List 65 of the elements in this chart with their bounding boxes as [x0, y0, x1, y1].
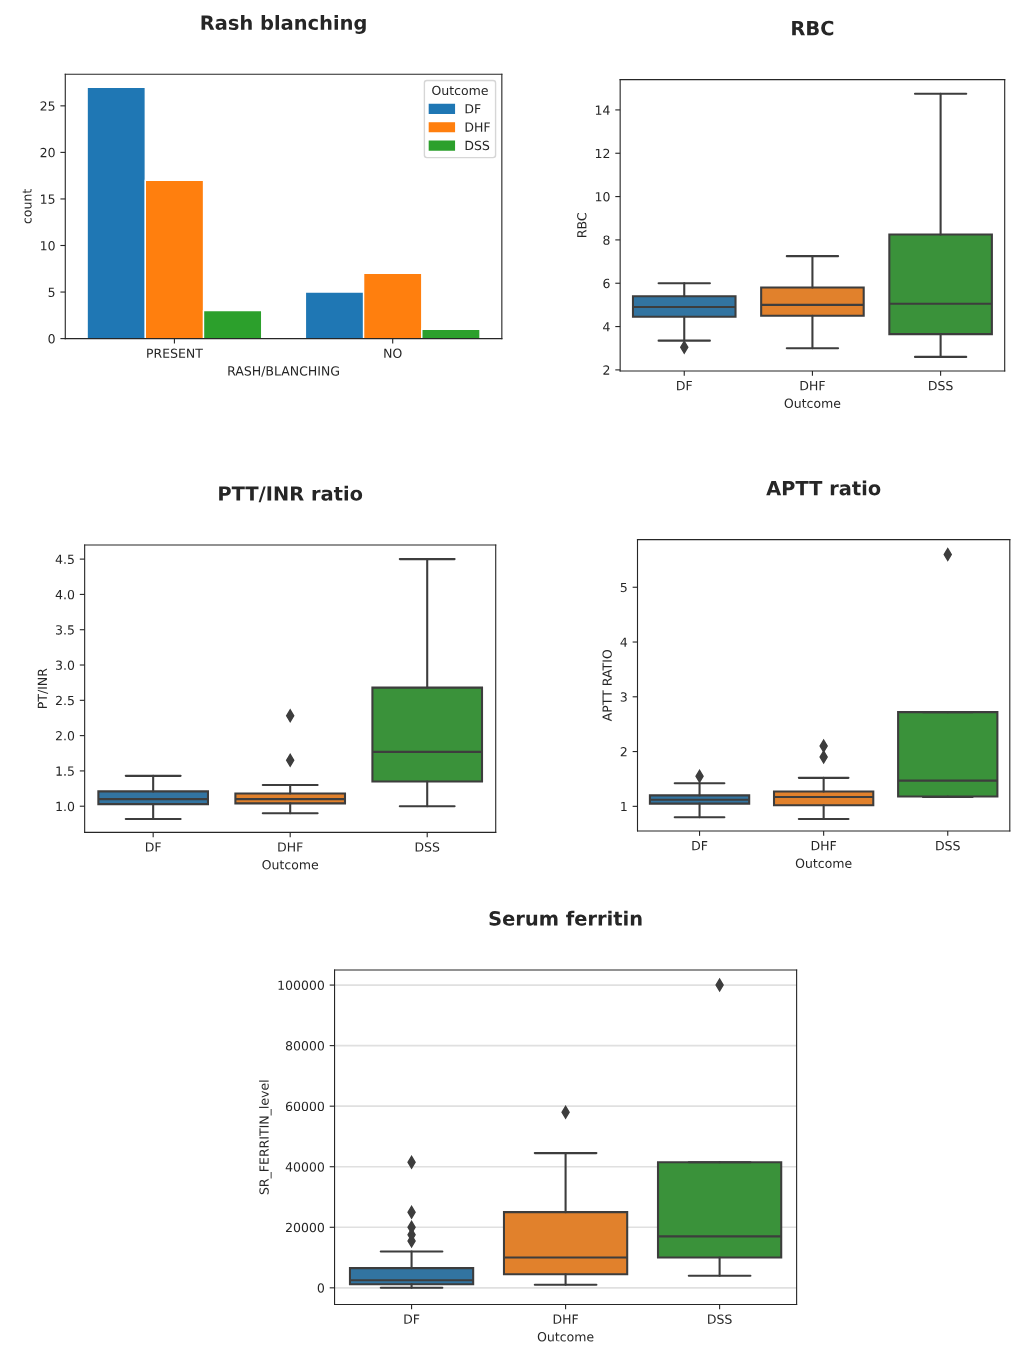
x-tick-label: DSS: [415, 842, 440, 852]
y-tick-label: 2.0: [55, 731, 75, 741]
x-tick-label: DSS: [708, 1314, 732, 1324]
y-tick-label: 6: [603, 278, 610, 289]
y-axis-title: RBC: [577, 213, 587, 237]
chart-title: RBC: [792, 20, 834, 36]
x-axis-title: Outcome: [262, 859, 319, 870]
y-tick-label: 3: [620, 692, 627, 702]
y-tick-label: 0: [48, 334, 55, 344]
chart-title: APTT ratio: [766, 480, 881, 496]
y-tick-label: 10: [41, 240, 55, 251]
x-tick-label: DSS: [929, 380, 953, 391]
legend-title: Outcome: [432, 85, 488, 96]
y-axis-title: APTT RATIO: [602, 649, 612, 722]
y-tick-label: 4: [620, 637, 628, 647]
y-tick-label: 25: [40, 101, 55, 111]
chart-title: Rash blanching: [201, 14, 366, 34]
y-tick-label: 60000: [285, 1101, 325, 1112]
y-tick-label: 8: [603, 235, 610, 245]
x-axis-title: RASH/BLANCHING: [228, 366, 339, 377]
y-tick-label: 2: [620, 747, 627, 757]
y-tick-label: 2: [603, 365, 610, 375]
y-tick-label: 5: [48, 287, 55, 297]
x-tick-label: DF: [677, 381, 692, 391]
x-tick-label: DHF: [278, 842, 303, 852]
y-tick-label: 80000: [285, 1041, 325, 1051]
x-tick-label: DHF: [553, 1314, 578, 1324]
y-tick-label: 10: [595, 192, 610, 202]
y-tick-label: 40000: [285, 1162, 325, 1172]
y-tick-label: 20: [40, 147, 55, 158]
y-tick-label: 100000: [278, 980, 325, 990]
y-tick-label: 4.5: [55, 554, 74, 565]
y-axis-title: count: [22, 189, 32, 224]
y-axis-title: SR_FERRITIN_level: [259, 1080, 272, 1195]
y-tick-label: 1: [621, 801, 627, 812]
y-tick-label: 3.5: [56, 625, 74, 635]
chart-title: Serum ferritin: [489, 910, 642, 926]
legend-label: DF: [465, 104, 481, 114]
x-axis-title: Outcome: [784, 398, 841, 409]
y-tick-label: 0: [317, 1283, 325, 1293]
x-tick-label: DHF: [811, 841, 837, 851]
x-tick-label: DF: [145, 842, 161, 852]
y-tick-label: 4: [603, 322, 610, 332]
chart-title: PTT/INR ratio: [219, 485, 363, 503]
x-axis-title: Outcome: [795, 858, 852, 869]
x-tick-label: NO: [384, 348, 402, 358]
x-tick-label: PRESENT: [147, 348, 203, 358]
y-tick-label: 15: [41, 194, 55, 204]
x-tick-label: DHF: [800, 381, 825, 391]
legend-label: DHF: [465, 122, 490, 132]
y-tick-label: 4.0: [55, 589, 75, 600]
y-axis-title: PT/INR: [37, 668, 49, 708]
y-tick-label: 1.0: [56, 801, 75, 812]
y-tick-label: 14: [595, 105, 610, 115]
x-axis-title: Outcome: [537, 1332, 594, 1342]
x-tick-label: DF: [692, 841, 708, 851]
x-tick-label: DF: [404, 1314, 420, 1324]
y-tick-label: 3.0: [56, 660, 75, 670]
legend-label: DSS: [465, 140, 490, 151]
x-tick-label: DSS: [936, 840, 960, 851]
y-tick-label: 20000: [285, 1222, 325, 1233]
y-tick-label: 5: [620, 582, 627, 593]
y-tick-label: 2.5: [55, 695, 74, 706]
y-tick-label: 1.5: [56, 766, 74, 776]
y-tick-label: 12: [595, 148, 610, 158]
